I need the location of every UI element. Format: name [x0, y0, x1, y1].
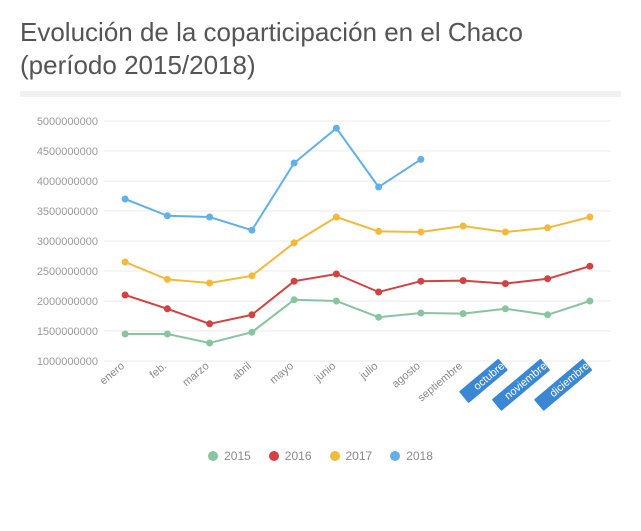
legend-item: 2016	[269, 449, 312, 463]
series-2018	[122, 125, 425, 234]
line-chart: 1000000000 1500000000 2000000000 2500000000…	[20, 111, 621, 431]
x-tick-label: abril	[230, 360, 254, 383]
series-2017	[122, 214, 594, 287]
legend-item: 2017	[330, 449, 373, 463]
x-tick-label: mayo	[268, 360, 296, 386]
x-tick-label: julio	[357, 360, 380, 382]
legend-label: 2016	[285, 449, 312, 463]
legend-swatch	[208, 451, 218, 461]
x-tick-label: junio	[312, 360, 338, 385]
y-tick-label: 3000000000	[37, 236, 98, 248]
legend-item: 2018	[390, 449, 433, 463]
chart-svg: 1000000000 1500000000 2000000000 2500000000…	[20, 111, 621, 431]
series-2016	[122, 263, 594, 328]
chart-title: Evolución de la coparticipación en el Ch…	[20, 16, 621, 81]
x-tick-label: marzo	[180, 360, 211, 389]
y-tick-label: 1500000000	[37, 326, 98, 338]
x-tick-label: octubre	[471, 360, 507, 393]
legend-item: 2015	[208, 449, 251, 463]
legend-swatch	[390, 451, 400, 461]
y-tick-label: 2000000000	[37, 296, 98, 308]
y-tick-label: 4500000000	[37, 146, 98, 158]
x-tick-label: feb.	[148, 360, 170, 381]
legend-label: 2018	[406, 449, 433, 463]
x-tick-label: agosto	[390, 360, 423, 390]
title-divider	[20, 91, 621, 97]
series-2015	[122, 296, 594, 346]
y-tick-label: 2500000000	[37, 266, 98, 278]
legend-label: 2015	[224, 449, 251, 463]
y-tick-label: 3500000000	[37, 206, 98, 218]
legend-swatch	[330, 451, 340, 461]
x-tick-label: diciembre	[548, 360, 592, 400]
y-tick-label: 1000000000	[37, 356, 98, 368]
x-tick-label: enero	[98, 360, 127, 387]
y-tick-label: 5000000000	[37, 116, 98, 128]
legend-swatch	[269, 451, 279, 461]
x-tick-label: septiembre	[416, 360, 465, 404]
legend-label: 2017	[346, 449, 373, 463]
legend: 2015 2016 2017 2018	[20, 449, 621, 463]
y-tick-label: 4000000000	[37, 176, 98, 188]
